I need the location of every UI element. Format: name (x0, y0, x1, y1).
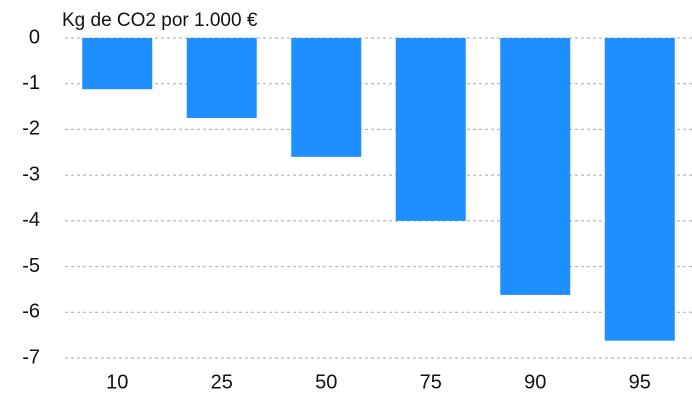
x-tick-label: 75 (420, 371, 442, 393)
y-tick-label: -2 (22, 118, 40, 140)
bar (604, 38, 675, 341)
y-tick-label: -6 (22, 301, 40, 323)
x-tick-label: 25 (211, 371, 233, 393)
y-tick-label: -1 (22, 72, 40, 94)
y-tick-label: -3 (22, 163, 40, 185)
x-tick-label: 50 (315, 371, 337, 393)
y-tick-label: 0 (29, 26, 40, 48)
bar (82, 38, 153, 90)
bar (500, 38, 571, 295)
x-tick-label: 10 (106, 371, 128, 393)
y-tick-label: -7 (22, 346, 40, 368)
y-tick-label: -4 (22, 209, 40, 231)
x-tick-label: 90 (524, 371, 546, 393)
bar (186, 38, 257, 118)
x-tick-label: 95 (629, 371, 651, 393)
y-tick-label: -5 (22, 255, 40, 277)
bar (291, 38, 362, 157)
bar (395, 38, 466, 221)
chart-title: Kg de CO2 por 1.000 € (62, 10, 258, 31)
